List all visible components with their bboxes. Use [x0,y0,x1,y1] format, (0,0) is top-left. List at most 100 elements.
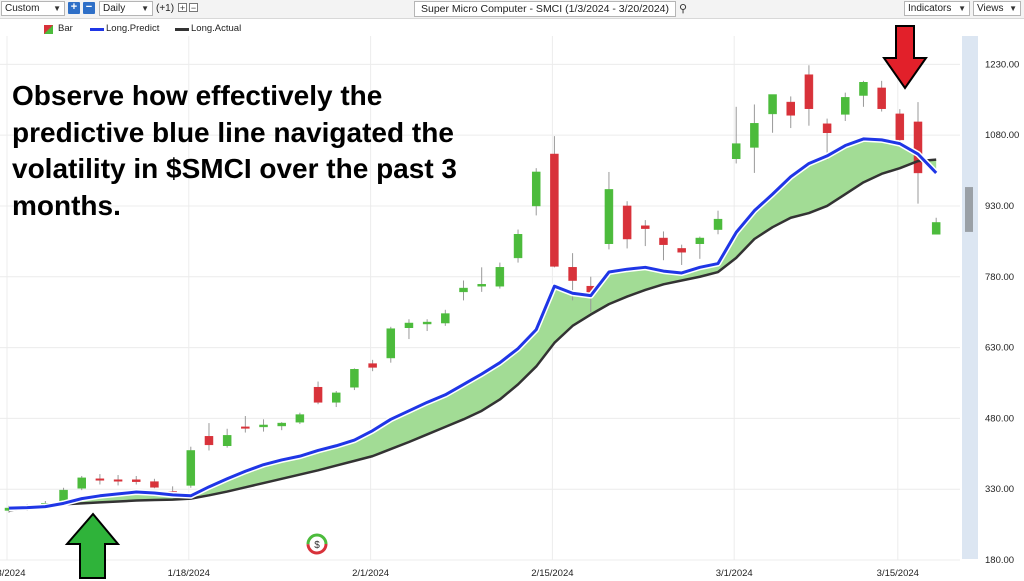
candle-body [859,82,868,96]
candle-body [277,422,286,427]
last-price-marker [965,187,973,232]
candle-body [459,287,468,293]
chevron-down-icon: ▼ [141,4,149,13]
candle [677,244,686,265]
candle-body [804,74,814,109]
price-scale-highlight [962,36,978,559]
candle [204,423,214,451]
indicators-label: Indicators [908,3,952,14]
candle-body [422,321,432,325]
candle-body [350,369,359,388]
offset-minus-button[interactable]: − [189,3,198,13]
candle-body [259,424,268,428]
candle [641,220,650,247]
y-tick-label: 780.00 [985,272,1014,283]
y-tick-label: 330.00 [985,484,1014,495]
y-tick-label: 630.00 [985,343,1014,354]
candle-body [913,121,923,174]
range-select-value: Custom [5,3,40,14]
candle [768,94,777,133]
range-select[interactable]: Custom ▼ [1,1,65,16]
y-tick-label: 1080.00 [985,130,1019,141]
candle [804,65,814,126]
candle-body [513,234,523,259]
legend-actual-label: Long.Actual [191,23,242,34]
candle-body [550,153,559,267]
candle [404,319,414,340]
x-tick-label: 2/15/2024 [531,568,573,579]
candle [931,217,941,235]
candle [877,80,886,112]
offset-plus-button[interactable]: + [178,3,187,13]
candle-body [713,218,723,230]
candle [731,106,741,164]
candle [132,475,141,485]
candle [495,262,505,289]
candle [441,309,450,326]
candle [331,390,341,408]
candle [622,201,632,249]
bar-legend-icon [44,25,53,34]
candle-body [295,414,305,423]
fill-area [9,138,937,511]
candle-body [931,222,941,235]
candle-body [95,478,105,481]
chevron-down-icon: ▼ [53,4,61,13]
candle-body [59,489,68,502]
candle-body [77,477,86,489]
candle-body [750,123,759,148]
interval-select[interactable]: Daily ▼ [99,1,153,16]
candle [368,359,377,372]
candle [186,446,196,488]
candle [386,326,396,363]
y-tick-label: 180.00 [985,555,1014,566]
candle [95,474,105,485]
candle [531,168,541,216]
x-tick-label: 3/1/2024 [716,568,753,579]
candle [113,475,123,486]
candle-body [204,436,214,446]
candle-body [531,171,541,207]
candle [459,280,468,301]
candle-body [841,97,850,115]
red-down-arrow-icon [882,25,928,90]
candle-body [441,313,450,324]
axes: 180.00 330.00 480.00 630.00 780.00 930.00 1080… [0,59,1019,579]
indicators-button[interactable]: Indicators ▼ [904,1,970,16]
candle-body [877,87,886,109]
candle [659,231,668,261]
y-tick-label: 480.00 [985,413,1014,424]
dollar-circle-icon: $ [306,533,328,555]
symbol-title-field[interactable]: Super Micro Computer - SMCI (1/3/2024 - … [414,1,676,17]
legend-predict-label: Long.Predict [106,23,160,34]
candle [786,96,795,129]
candle-body [568,267,577,281]
candle [277,422,286,431]
x-tick-label: 3/15/2024 [877,568,919,579]
candle-body [477,284,486,287]
candle [222,428,232,448]
chevron-down-icon: ▼ [958,4,966,13]
green-up-arrow-icon [64,512,121,579]
long-actual-line [8,158,937,512]
zoom-in-button[interactable]: + [68,2,80,14]
predict-legend-icon [90,28,104,31]
chevron-down-icon: ▼ [1009,4,1017,13]
candle [604,171,614,250]
zoom-out-button[interactable]: − [83,2,95,14]
candle [313,381,323,405]
candle [859,80,868,107]
candle-body [659,237,668,245]
search-icon[interactable]: ⚲ [679,3,688,15]
candle [259,419,268,432]
candle-body [132,479,141,482]
candle-body [622,205,632,240]
candle-body [695,237,705,244]
candle-body [368,363,377,368]
candle-body [677,248,686,253]
candle [350,368,359,391]
candle [477,267,486,292]
views-button[interactable]: Views ▼ [973,1,1021,16]
prediction-fill-area [9,138,937,511]
candle-body [822,123,832,134]
